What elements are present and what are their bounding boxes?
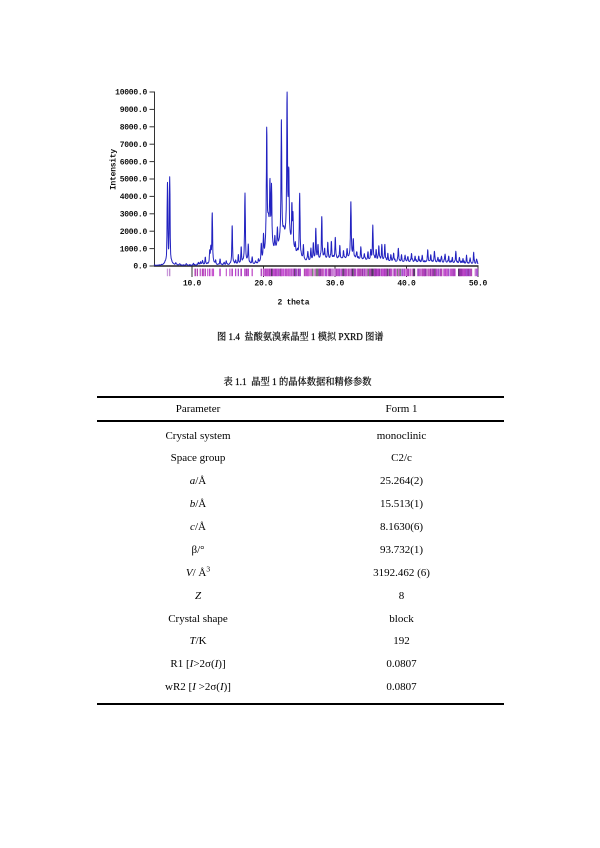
svg-text:4000.0: 4000.0: [120, 193, 148, 202]
svg-text:10.0: 10.0: [183, 280, 202, 289]
svg-text:30.0: 30.0: [326, 280, 345, 289]
svg-text:3000.0: 3000.0: [120, 211, 148, 220]
svg-text:10000.0: 10000.0: [115, 89, 147, 98]
svg-text:8000.0: 8000.0: [120, 124, 148, 133]
svg-text:1000.0: 1000.0: [120, 245, 148, 254]
svg-text:7000.0: 7000.0: [120, 141, 148, 150]
svg-text:40.0: 40.0: [397, 280, 416, 289]
svg-text:20.0: 20.0: [254, 280, 273, 289]
svg-text:9000.0: 9000.0: [120, 106, 148, 115]
svg-text:0.0: 0.0: [133, 263, 147, 272]
svg-text:6000.0: 6000.0: [120, 158, 148, 167]
svg-text:5000.0: 5000.0: [120, 176, 148, 185]
svg-text:2 theta: 2 theta: [278, 299, 310, 308]
svg-text:Intensity: Intensity: [109, 149, 118, 190]
svg-text:50.0: 50.0: [469, 280, 488, 289]
svg-text:2000.0: 2000.0: [120, 228, 148, 237]
